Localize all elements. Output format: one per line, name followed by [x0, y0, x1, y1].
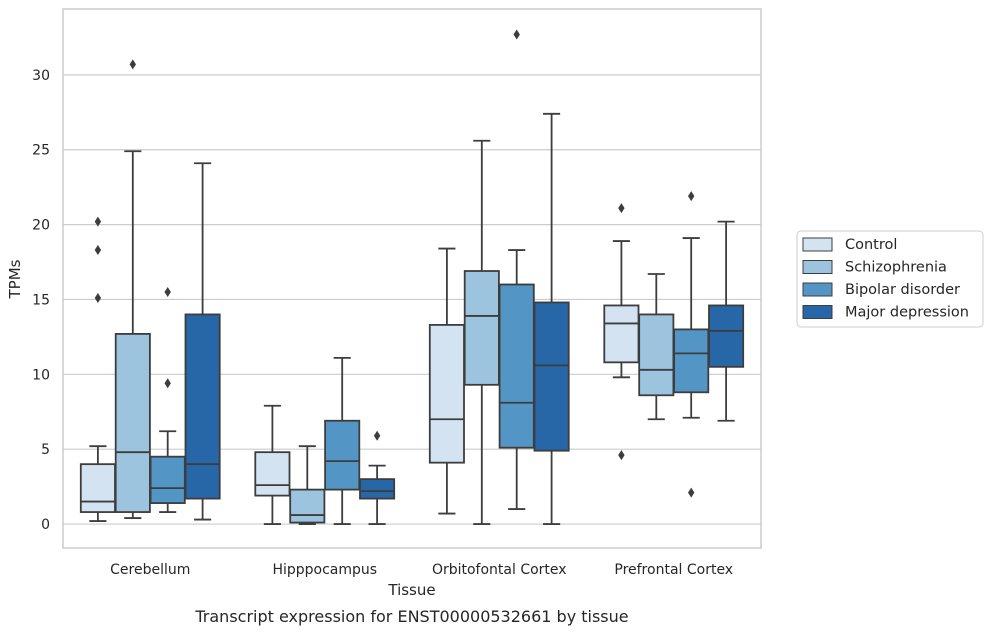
y-tick-label: 5: [41, 442, 50, 458]
outlier-point: [164, 286, 171, 297]
y-axis-label: TPMs: [6, 259, 24, 299]
y-tick-label: 20: [32, 218, 50, 234]
box-major-depression-2: [533, 112, 570, 525]
x-tick-label: Orbitofontal Cortex: [432, 562, 567, 578]
outlier-point: [618, 450, 625, 461]
y-tick-label: 30: [32, 68, 50, 84]
box-body: [498, 283, 535, 449]
box-body: [184, 313, 221, 500]
outlier-point: [618, 203, 625, 214]
box-body: [533, 301, 570, 452]
box-body: [428, 324, 465, 464]
box-schizophrenia-3: [638, 273, 675, 421]
legend-frame: [796, 230, 984, 328]
box-body: [359, 478, 396, 500]
legend-swatch: [802, 305, 833, 319]
outlier-point: [94, 245, 102, 256]
box-body: [254, 451, 291, 497]
outlier-point: [129, 59, 136, 70]
box-bipolar-disorder-2: [498, 29, 535, 510]
box-body: [79, 463, 116, 513]
outlier-point: [164, 378, 171, 389]
outlier-point: [373, 430, 381, 441]
legend-swatch: [802, 282, 833, 297]
legend: Control Schizophrenia Bipolar disorder Majo…: [796, 230, 984, 328]
box-body: [324, 419, 361, 491]
box-schizophrenia-0: [114, 59, 151, 519]
box-bipolar-disorder-0: [149, 286, 186, 513]
x-tick-label: Hipppocampus: [272, 562, 377, 578]
y-tick-label: 25: [32, 143, 50, 159]
outlier-point: [688, 191, 695, 202]
box-body: [603, 304, 640, 364]
x-axis-label: Tissue: [387, 581, 435, 599]
box-body: [114, 332, 151, 513]
box-body: [149, 455, 186, 504]
box-control-3: [603, 203, 640, 461]
boxes: [79, 29, 745, 525]
box-body: [708, 304, 745, 368]
box-major-depression-3: [708, 220, 745, 422]
box-bipolar-disorder-1: [324, 356, 361, 525]
y-tick-labels: 0 5 10 15 20 25 30: [32, 68, 50, 533]
y-tick-label: 10: [32, 367, 50, 383]
x-tick-label: Prefrontal Cortex: [614, 562, 733, 578]
legend-swatch: [802, 260, 833, 274]
box-control-0: [79, 216, 116, 522]
box-control-2: [428, 247, 465, 515]
box-body: [463, 270, 500, 386]
plot-frame: [62, 8, 762, 549]
legend-label: Bipolar disorder: [845, 282, 960, 298]
box-body: [638, 313, 675, 397]
y-tick-label: 0: [41, 517, 50, 533]
legend-label: Control: [845, 237, 897, 253]
x-tick-label: Cerebellum: [110, 562, 190, 578]
legend-label: Schizophrenia: [845, 260, 947, 276]
box-schizophrenia-1: [289, 445, 326, 525]
x-tick-labels: Cerebellum Hipppocampus Orbitofontal Corte…: [110, 562, 733, 578]
legend-label: Major depression: [845, 305, 969, 321]
box-schizophrenia-2: [463, 139, 500, 525]
box-body: [673, 328, 710, 394]
box-control-1: [254, 404, 291, 525]
box-body: [289, 488, 326, 524]
box-major-depression-1: [359, 430, 396, 525]
box-bipolar-disorder-3: [673, 191, 710, 498]
outlier-point: [688, 487, 695, 498]
gridlines: [63, 74, 761, 525]
y-tick-label: 15: [32, 292, 50, 308]
chart-caption: Transcript expression for ENST0000053266…: [194, 607, 628, 626]
outlier-point: [94, 216, 102, 227]
outlier-point: [94, 292, 102, 303]
legend-swatch: [802, 237, 833, 252]
box-major-depression-0: [184, 162, 221, 521]
outlier-point: [513, 29, 520, 40]
